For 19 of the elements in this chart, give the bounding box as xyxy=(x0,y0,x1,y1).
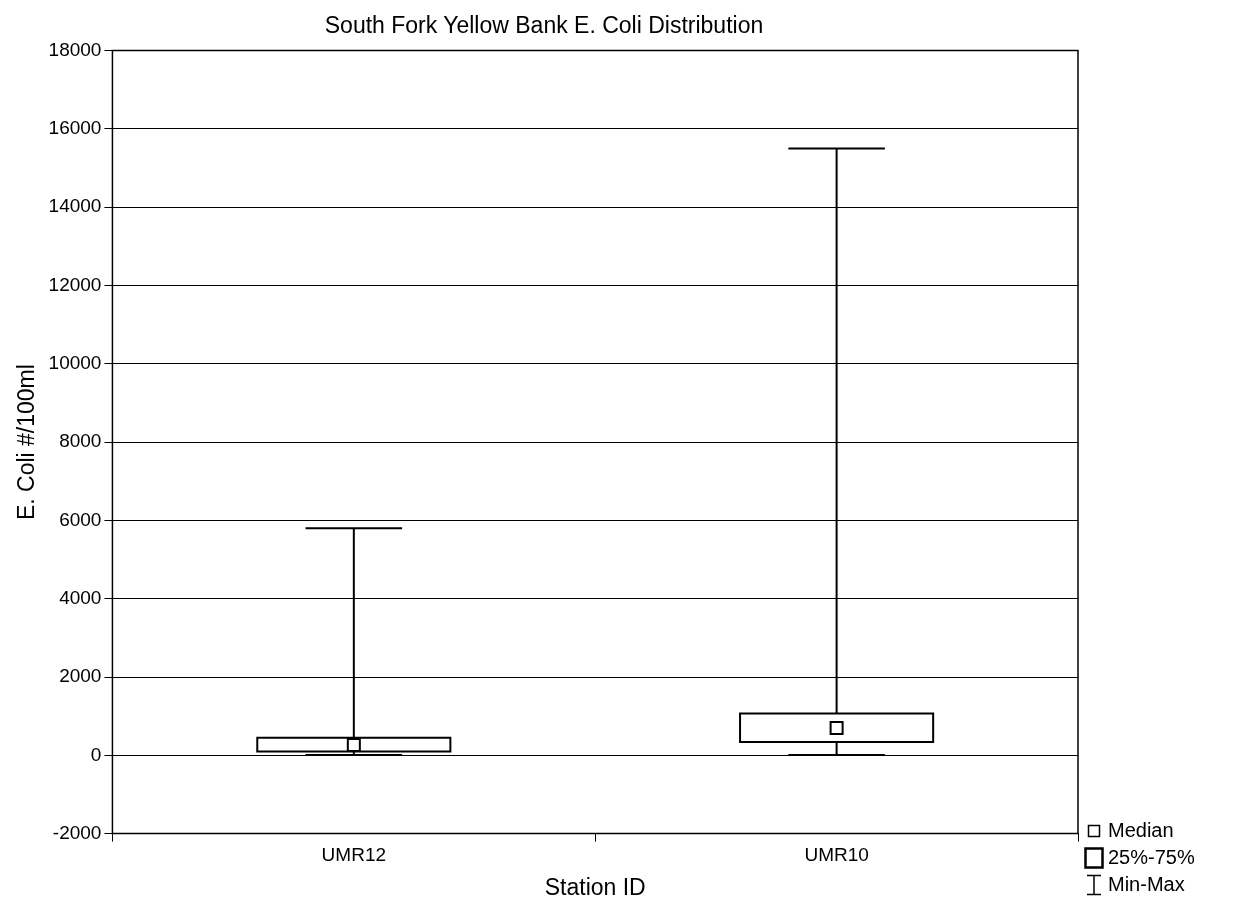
y-tick-label: 14000 xyxy=(48,195,102,217)
y-tick-label: -2000 xyxy=(52,821,102,843)
x-tick-label: UMR12 xyxy=(321,844,387,866)
y-tick-label: 0 xyxy=(90,743,102,765)
y-tick-label: 18000 xyxy=(48,38,102,60)
text: 25%-75% xyxy=(1108,845,1195,870)
y-tick-label: 2000 xyxy=(59,665,102,687)
chart-title: South Fork Yellow Bank E. Coli Distribution xyxy=(324,12,764,39)
text: Median xyxy=(1108,818,1174,843)
x-tick-label: UMR10 xyxy=(804,844,869,866)
text: Min-Max xyxy=(1108,872,1185,897)
y-tick-label: 16000 xyxy=(48,117,102,139)
y-tick-label: 12000 xyxy=(48,273,102,295)
y-tick-label: 4000 xyxy=(59,586,102,608)
x-axis-title: Station ID xyxy=(544,873,646,900)
y-tick-label: 6000 xyxy=(59,508,102,530)
y-tick-label: 8000 xyxy=(59,430,102,452)
y-tick-label: 10000 xyxy=(48,352,102,374)
y-axis-title: E. Coli #/100ml xyxy=(13,364,40,521)
